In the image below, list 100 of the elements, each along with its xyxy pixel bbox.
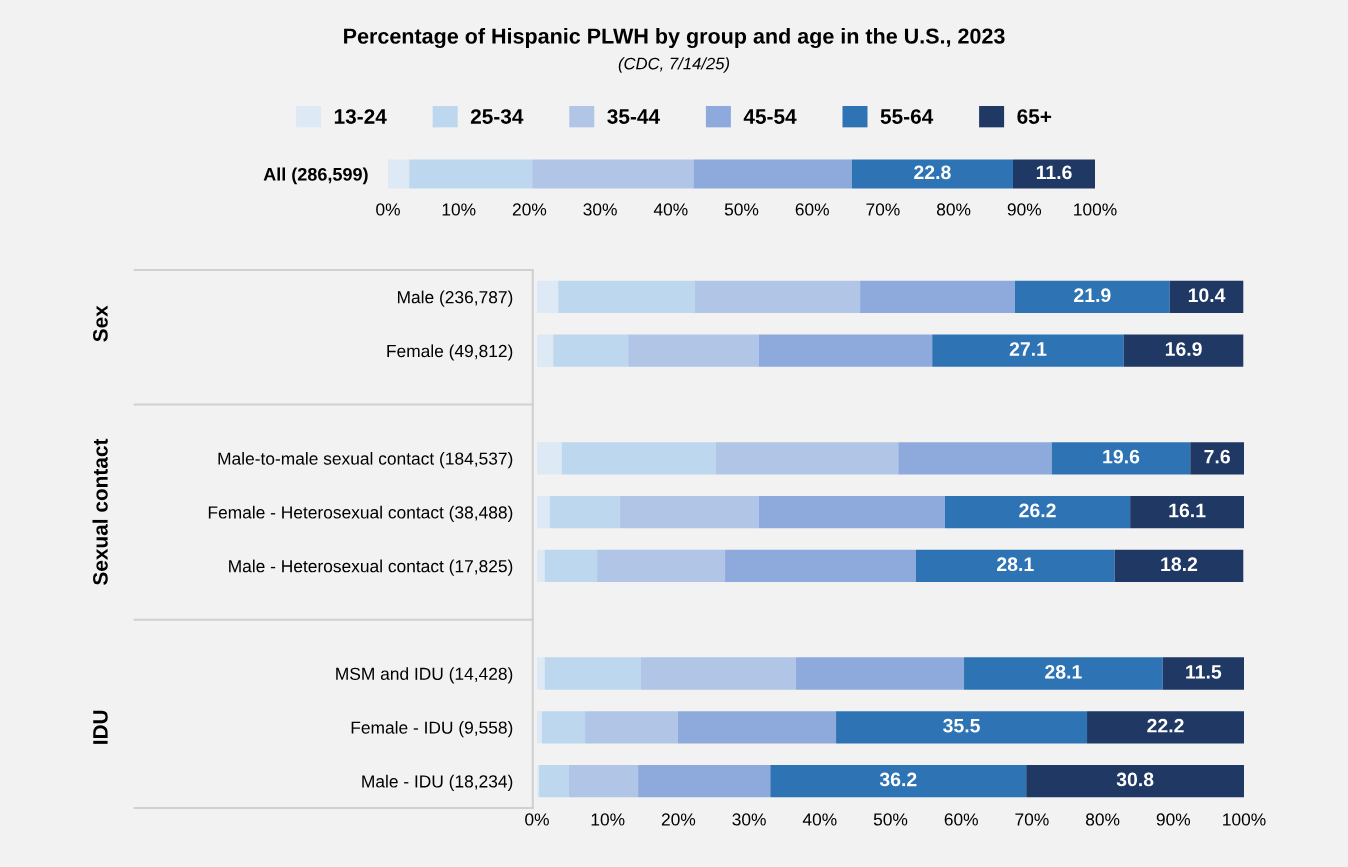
bar: [944, 495, 1131, 529]
data-label: 11.6: [1036, 165, 1072, 180]
y-tick-label: MSM and IDU (14,428): [336, 667, 513, 684]
bar: [558, 280, 695, 314]
bar: [537, 657, 545, 690]
x-tick-label: 70%: [1015, 813, 1049, 826]
bar: [1014, 280, 1170, 314]
bar: [770, 764, 1027, 798]
bar: [638, 764, 771, 798]
y-tick-label: Female - Heterosexual contact (38,488): [208, 505, 513, 522]
data-label: 28.1: [1045, 664, 1082, 679]
bar: [1114, 549, 1244, 583]
y-tick-label: Female (49,812): [387, 344, 513, 361]
bar: [628, 334, 759, 367]
x-tick-label: 0%: [525, 813, 549, 826]
legend-label: 25-34: [470, 109, 524, 124]
bar: [561, 442, 716, 475]
data-label: 16.9: [1165, 342, 1202, 356]
x-tick-label: 10%: [442, 203, 476, 216]
x-tick-label: 10%: [591, 813, 625, 826]
data-label: 7.6: [1204, 449, 1230, 464]
x-tick-label: 20%: [661, 813, 696, 826]
bar: [409, 159, 533, 189]
bar: [537, 280, 559, 314]
x-tick-label: 90%: [1156, 813, 1191, 826]
legend-label: 45-54: [743, 109, 797, 124]
bar: [1169, 280, 1244, 314]
text: IDU: [93, 710, 108, 744]
data-label: 19.6: [1103, 449, 1140, 464]
x-tick-label: 20%: [512, 203, 547, 216]
bar: [541, 711, 586, 744]
x-tick-label: 90%: [1007, 203, 1042, 216]
bar: [537, 442, 562, 475]
legend-label: 55-64: [880, 109, 934, 124]
bar: [585, 711, 678, 744]
bar: [537, 549, 545, 583]
bar: [568, 764, 639, 798]
data-label: 11.5: [1186, 665, 1222, 679]
bar: [537, 711, 542, 744]
x-tick-label: 60%: [795, 203, 829, 216]
bar: [915, 549, 1115, 583]
bar: [549, 495, 620, 529]
bar: [759, 334, 933, 367]
bar: [539, 764, 569, 798]
y-tick-label: Male - Heterosexual contact (17,825): [229, 559, 513, 576]
bar: [898, 442, 1052, 475]
bar: [544, 657, 641, 690]
bar: [759, 495, 945, 529]
text: Sexual contact: [92, 438, 108, 586]
x-tick-label: 40%: [653, 203, 688, 216]
legend-label: 35-44: [607, 109, 660, 124]
bar: [860, 280, 1015, 314]
bar: [532, 159, 694, 189]
bar: [1123, 334, 1244, 367]
x-tick-label: 100%: [1074, 203, 1117, 216]
y-tick-label: Male-to-male sexual contact (184,537): [218, 452, 513, 469]
x-tick-label: 80%: [1085, 813, 1120, 826]
x-tick-label: 80%: [936, 203, 971, 216]
bar: [537, 764, 540, 798]
bar: [795, 657, 965, 690]
text: Sex: [93, 305, 108, 342]
bar: [537, 495, 550, 529]
bar: [553, 334, 629, 367]
x-tick-label: 50%: [873, 813, 908, 826]
bar: [1026, 764, 1244, 798]
x-tick-label: 40%: [802, 813, 837, 826]
data-label: 27.1: [1009, 342, 1047, 356]
bar: [851, 159, 1013, 189]
y-tick-label: Male (236,787): [397, 290, 513, 307]
x-tick-label: 60%: [944, 813, 978, 826]
bar: [836, 711, 1088, 744]
x-tick-label: 100%: [1223, 813, 1266, 826]
data-label: 16.1: [1169, 503, 1206, 518]
bar: [388, 159, 410, 189]
data-label: 21.9: [1074, 288, 1111, 303]
y-tick-label: All (286,599): [263, 167, 368, 185]
bar: [1087, 711, 1244, 744]
chart-title: Percentage of Hispanic PLWH by group and age in the U.S., 2023: [344, 27, 1005, 49]
data-label: 18.2: [1161, 557, 1198, 572]
data-label: 28.1: [997, 557, 1034, 572]
legend-label: 13-24: [334, 109, 387, 124]
data-label: 35.5: [943, 718, 980, 733]
bar: [932, 334, 1124, 367]
bar: [544, 549, 598, 583]
bar: [693, 159, 852, 189]
bar: [725, 549, 916, 583]
y-tick-label: Female - IDU (9,558): [351, 721, 513, 738]
bar: [1130, 495, 1244, 529]
bar: [640, 657, 796, 690]
data-label: 22.8: [914, 165, 951, 180]
data-label: 26.2: [1019, 503, 1056, 518]
data-label: 30.8: [1116, 772, 1154, 787]
bar: [619, 495, 759, 529]
data-label: 36.2: [879, 772, 917, 787]
bar: [537, 334, 554, 367]
y-tick-label: Male - IDU (18,234): [362, 774, 513, 791]
bar: [694, 280, 861, 314]
bar: [964, 657, 1163, 690]
data-label: 22.2: [1147, 718, 1184, 733]
bar: [1190, 442, 1244, 475]
